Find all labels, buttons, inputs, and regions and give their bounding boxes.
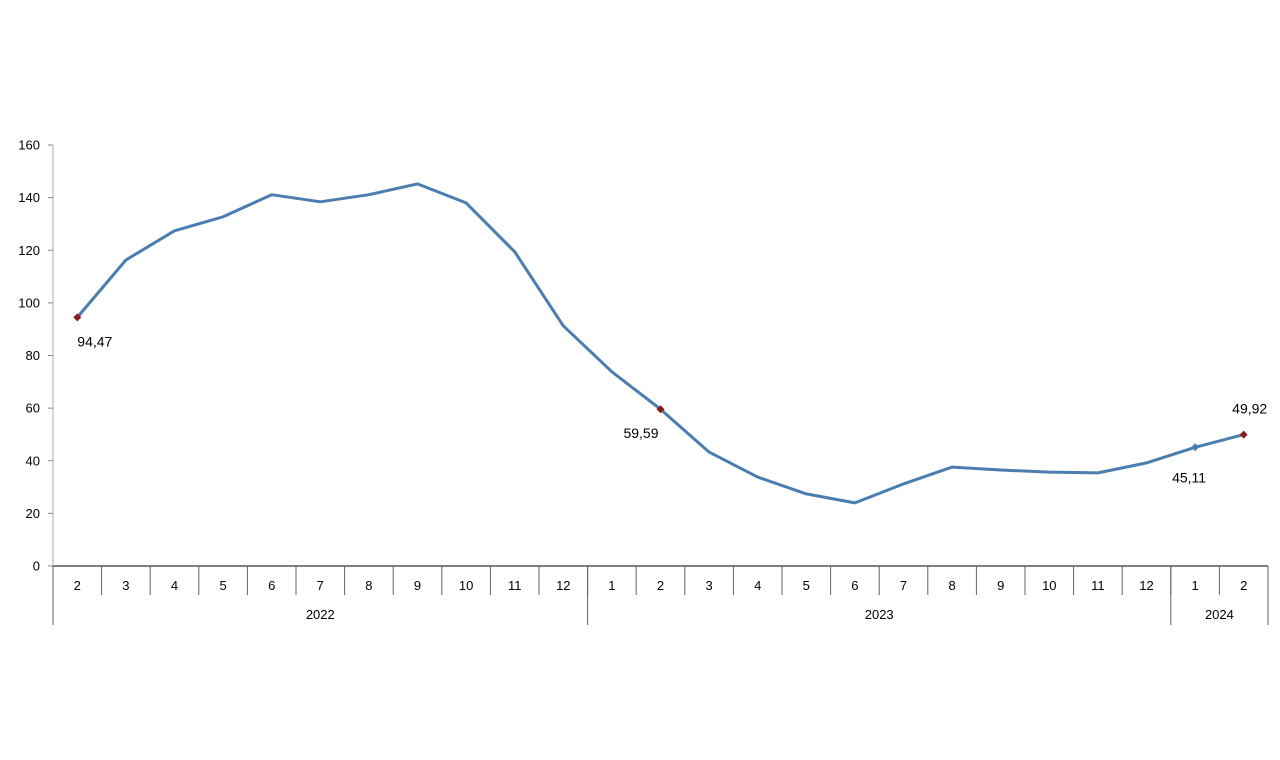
- x-category-label: 9: [997, 578, 1004, 593]
- x-category-label: 3: [122, 578, 129, 593]
- x-category-label: 10: [459, 578, 473, 593]
- x-group-label: 2023: [865, 607, 894, 622]
- data-value-label: 94,47: [77, 333, 112, 349]
- x-category-label: 8: [948, 578, 955, 593]
- x-category-label: 11: [1091, 578, 1105, 593]
- data-value-label: 49,92: [1232, 401, 1267, 417]
- y-tick-label: 140: [18, 190, 40, 205]
- data-point-marker: [73, 313, 82, 322]
- data-value-label: 59,59: [623, 425, 658, 441]
- x-category-label: 5: [803, 578, 810, 593]
- y-tick-label: 60: [26, 401, 40, 416]
- x-category-label: 3: [705, 578, 712, 593]
- x-category-label: 11: [508, 578, 522, 593]
- x-category-label: 6: [268, 578, 275, 593]
- data-series: [75, 182, 1246, 505]
- y-tick-label: 160: [18, 138, 40, 153]
- x-category-label: 7: [900, 578, 907, 593]
- x-category-label: 2: [1240, 578, 1247, 593]
- x-category-label: 5: [219, 578, 226, 593]
- x-category-label: 8: [365, 578, 372, 593]
- data-point-marker: [656, 405, 665, 414]
- x-category-label: 1: [1191, 578, 1198, 593]
- x-category-label: 7: [317, 578, 324, 593]
- x-category-label: 12: [556, 578, 570, 593]
- data-point-marker: [1239, 430, 1248, 439]
- y-tick-label: 120: [18, 243, 40, 258]
- x-category-label: 4: [171, 578, 178, 593]
- y-tick-label: 80: [26, 348, 40, 363]
- data-annotations: 94,47 59,59 45,11 49,92: [73, 313, 1267, 485]
- y-tick-label: 0: [33, 559, 40, 574]
- x-category-label: 9: [414, 578, 421, 593]
- x-category-label: 10: [1042, 578, 1056, 593]
- y-axis: 0 20 40 60 80 100 120 140 160: [18, 138, 54, 574]
- y-tick-label: 100: [18, 295, 40, 310]
- x-category-label: 1: [608, 578, 615, 593]
- x-category-label: 2: [74, 578, 81, 593]
- series-line: [75, 182, 1246, 505]
- x-group-label: 2022: [306, 607, 335, 622]
- x-category-label: 6: [851, 578, 858, 593]
- x-group-label: 2024: [1205, 607, 1234, 622]
- x-category-label: 12: [1139, 578, 1153, 593]
- y-tick-label: 20: [26, 506, 40, 521]
- data-point-marker: [1191, 443, 1200, 452]
- x-category-label: 4: [754, 578, 761, 593]
- x-category-label: 2: [657, 578, 664, 593]
- data-value-label: 45,11: [1172, 469, 1206, 485]
- y-tick-label: 40: [26, 453, 40, 468]
